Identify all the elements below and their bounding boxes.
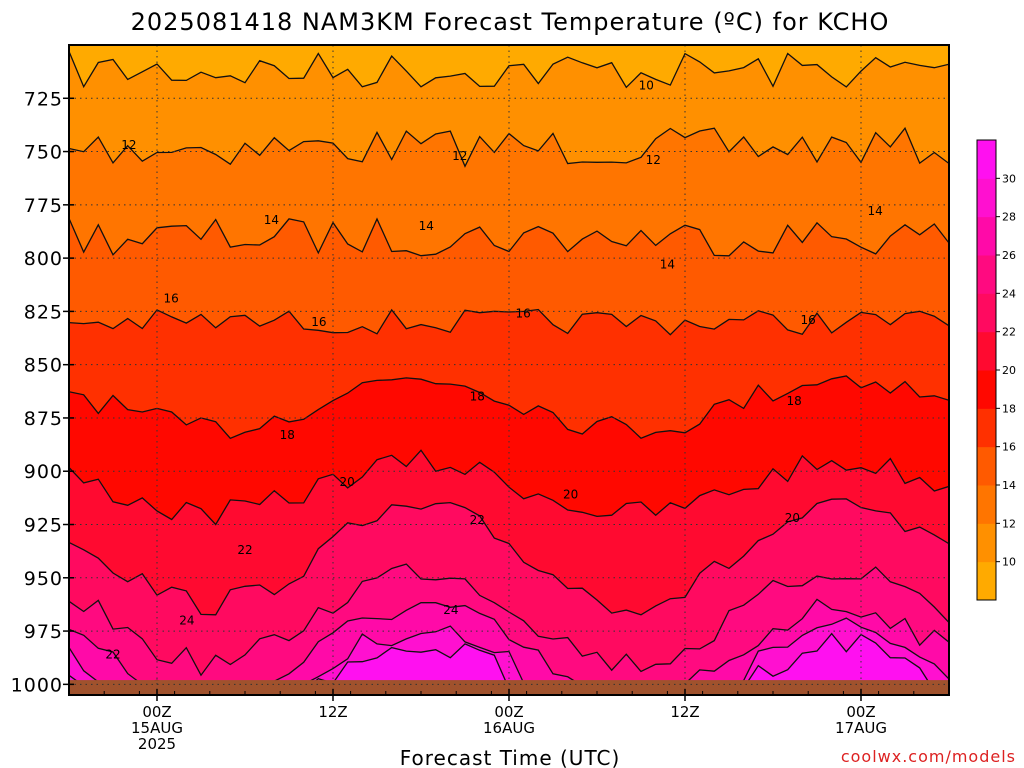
colorbar-label: 20 <box>1002 364 1016 377</box>
x-tick-label: 00Z <box>846 703 875 721</box>
colorbar-swatch <box>977 216 996 256</box>
contour-label-22: 22 <box>105 648 120 662</box>
colorbar-swatch <box>977 561 996 601</box>
contour-label-22: 22 <box>237 543 252 557</box>
temp-band-26 <box>69 599 949 695</box>
contour-label-18: 18 <box>280 428 295 442</box>
x-tick-label: 00Z <box>494 703 523 721</box>
colorbar-swatch <box>977 446 996 486</box>
colorbar-label: 10 <box>1002 556 1016 569</box>
contour-label-18: 18 <box>786 394 801 408</box>
colorbar-swatch <box>977 370 996 409</box>
y-tick-label: 975 <box>24 621 63 643</box>
colorbar-label: 30 <box>1002 172 1016 185</box>
colorbar-swatch <box>977 255 996 294</box>
isotherm-16 <box>69 308 949 336</box>
contour-label-10: 10 <box>639 78 654 92</box>
y-tick-label: 925 <box>24 515 63 537</box>
y-tick-label: 900 <box>24 461 63 483</box>
isotherm-20 <box>69 449 949 526</box>
contour-label-18: 18 <box>470 390 485 404</box>
colorbar-swatch <box>977 485 996 524</box>
colorbar-label: 28 <box>1002 211 1016 224</box>
contour-label-12: 12 <box>646 153 661 167</box>
contour-label-24: 24 <box>179 613 194 627</box>
x-tick-label: 12Z <box>318 703 347 721</box>
y-tick-label: 1000 <box>11 674 63 696</box>
colorbar-swatch <box>977 140 996 179</box>
colorbar-label: 24 <box>1002 287 1016 300</box>
contour-label-24: 24 <box>443 603 458 617</box>
colorbar-label: 26 <box>1002 249 1016 262</box>
y-tick-label: 850 <box>24 355 63 377</box>
colorbar-swatch <box>977 408 996 448</box>
contour-label-16: 16 <box>801 313 816 327</box>
colorbar-label: 14 <box>1002 479 1016 492</box>
isotherm-10 <box>69 51 949 89</box>
x-tick-label: 15AUG <box>131 719 183 737</box>
x-tick-label: 2025 <box>138 735 176 753</box>
colorbar-label: 18 <box>1002 402 1016 415</box>
contour-label-20: 20 <box>785 511 800 525</box>
x-tick-label: 16AUG <box>483 719 535 737</box>
contour-field <box>69 45 949 695</box>
isotherm-18 <box>69 375 949 440</box>
contour-label-22: 22 <box>470 513 485 527</box>
y-tick-label: 825 <box>24 301 63 323</box>
colorbar-label: 22 <box>1002 326 1016 339</box>
chart-title: 2025081418 NAM3KM Forecast Temperature (… <box>131 8 890 36</box>
isotherm-14 <box>69 217 949 257</box>
y-tick-label: 775 <box>24 195 63 217</box>
y-tick-label: 725 <box>24 88 63 110</box>
contour-label-20: 20 <box>339 475 354 489</box>
x-axis-label: Forecast Time (UTC) <box>400 746 621 768</box>
x-tick-label: 00Z <box>142 703 171 721</box>
y-tick-label: 950 <box>24 568 63 590</box>
contour-label-16: 16 <box>311 315 326 329</box>
contour-labels: 10 12 12 12 14 14 14 14 16 16 16 16 18 18 18 20 20 20 22 22… <box>105 78 882 661</box>
x-tick-label: 17AUG <box>835 719 887 737</box>
ground-surface <box>69 680 949 695</box>
colorbar-swatch <box>977 178 996 218</box>
colorbar-swatch <box>977 293 996 333</box>
x-tick-label: 12Z <box>670 703 699 721</box>
contour-label-12: 12 <box>452 149 467 163</box>
colorbar: 10 12 14 16 18 20 22 24 26 28 30 <box>976 139 1016 601</box>
colorbar-swatch <box>977 331 996 371</box>
contour-label-14: 14 <box>867 204 882 218</box>
colorbar-label: 16 <box>1002 441 1016 454</box>
y-tick-label: 800 <box>24 248 63 270</box>
contour-label-12: 12 <box>121 138 136 152</box>
contour-label-20: 20 <box>563 488 578 502</box>
y-tick-label: 875 <box>24 408 63 430</box>
colorbar-label: 12 <box>1002 517 1016 530</box>
credit-text: coolwx.com/models <box>841 747 1016 766</box>
contour-label-14: 14 <box>264 213 279 227</box>
contour-label-16: 16 <box>163 292 178 306</box>
y-axis: 725 750 775 800 825 850 875 900 925 950 975 1000 <box>11 88 74 696</box>
isotherm-22 <box>69 498 949 616</box>
contour-label-14: 14 <box>660 258 675 272</box>
contour-label-16: 16 <box>515 307 530 321</box>
y-tick-label: 750 <box>24 142 63 164</box>
contour-label-14: 14 <box>419 219 434 233</box>
colorbar-swatch <box>977 523 996 563</box>
